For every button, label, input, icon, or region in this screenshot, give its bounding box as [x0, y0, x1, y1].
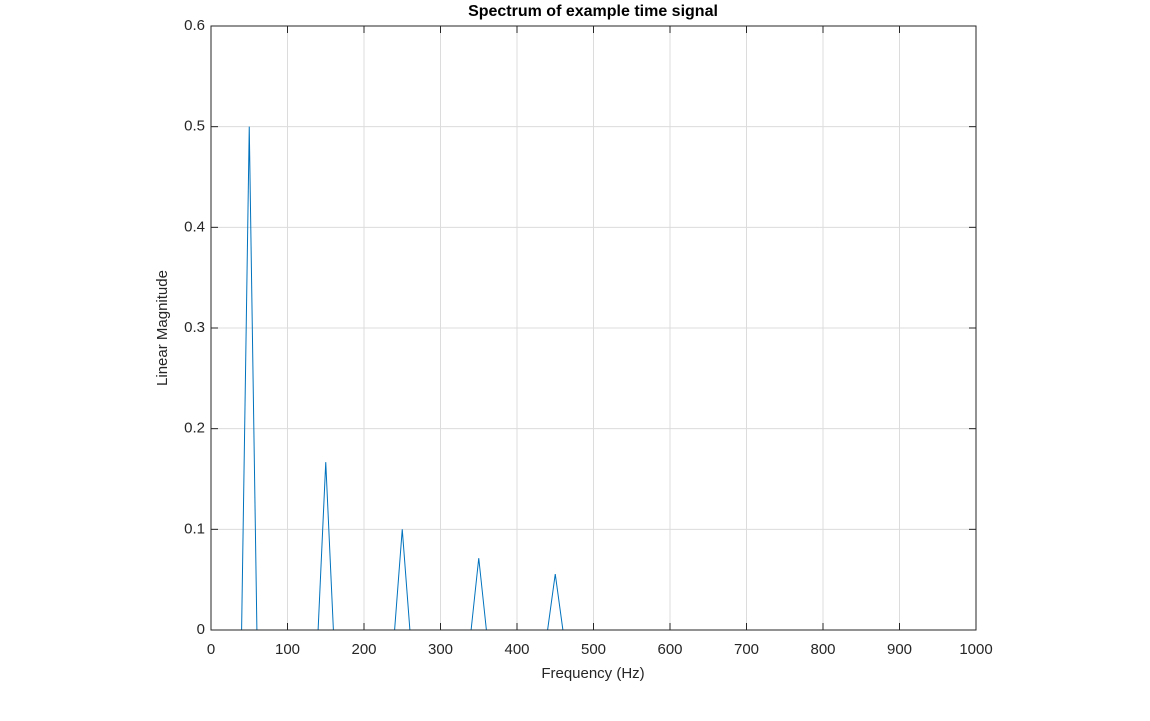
y-tick-label: 0.4 [184, 218, 205, 235]
x-axis-label: Frequency (Hz) [541, 665, 644, 682]
x-tick-label: 800 [810, 641, 835, 658]
x-tick-label: 400 [504, 641, 529, 658]
x-tick-label: 300 [428, 641, 453, 658]
x-tick-label: 900 [887, 641, 912, 658]
y-tick-label: 0.3 [184, 319, 205, 336]
y-tick-label: 0.2 [184, 420, 205, 437]
x-tick-label: 100 [275, 641, 300, 658]
x-tick-label: 500 [581, 641, 606, 658]
x-tick-label: 1000 [959, 641, 992, 658]
y-tick-label: 0.1 [184, 520, 205, 537]
x-tick-label: 600 [657, 641, 682, 658]
y-axis-label: Linear Magnitude [154, 270, 171, 386]
x-tick-label: 0 [207, 641, 215, 658]
y-tick-label: 0 [197, 621, 205, 638]
y-tick-label: 0.5 [184, 118, 205, 135]
x-tick-label: 200 [351, 641, 376, 658]
chart-title: Spectrum of example time signal [468, 3, 718, 20]
y-tick-label: 0.6 [184, 17, 205, 34]
x-tick-label: 700 [734, 641, 759, 658]
